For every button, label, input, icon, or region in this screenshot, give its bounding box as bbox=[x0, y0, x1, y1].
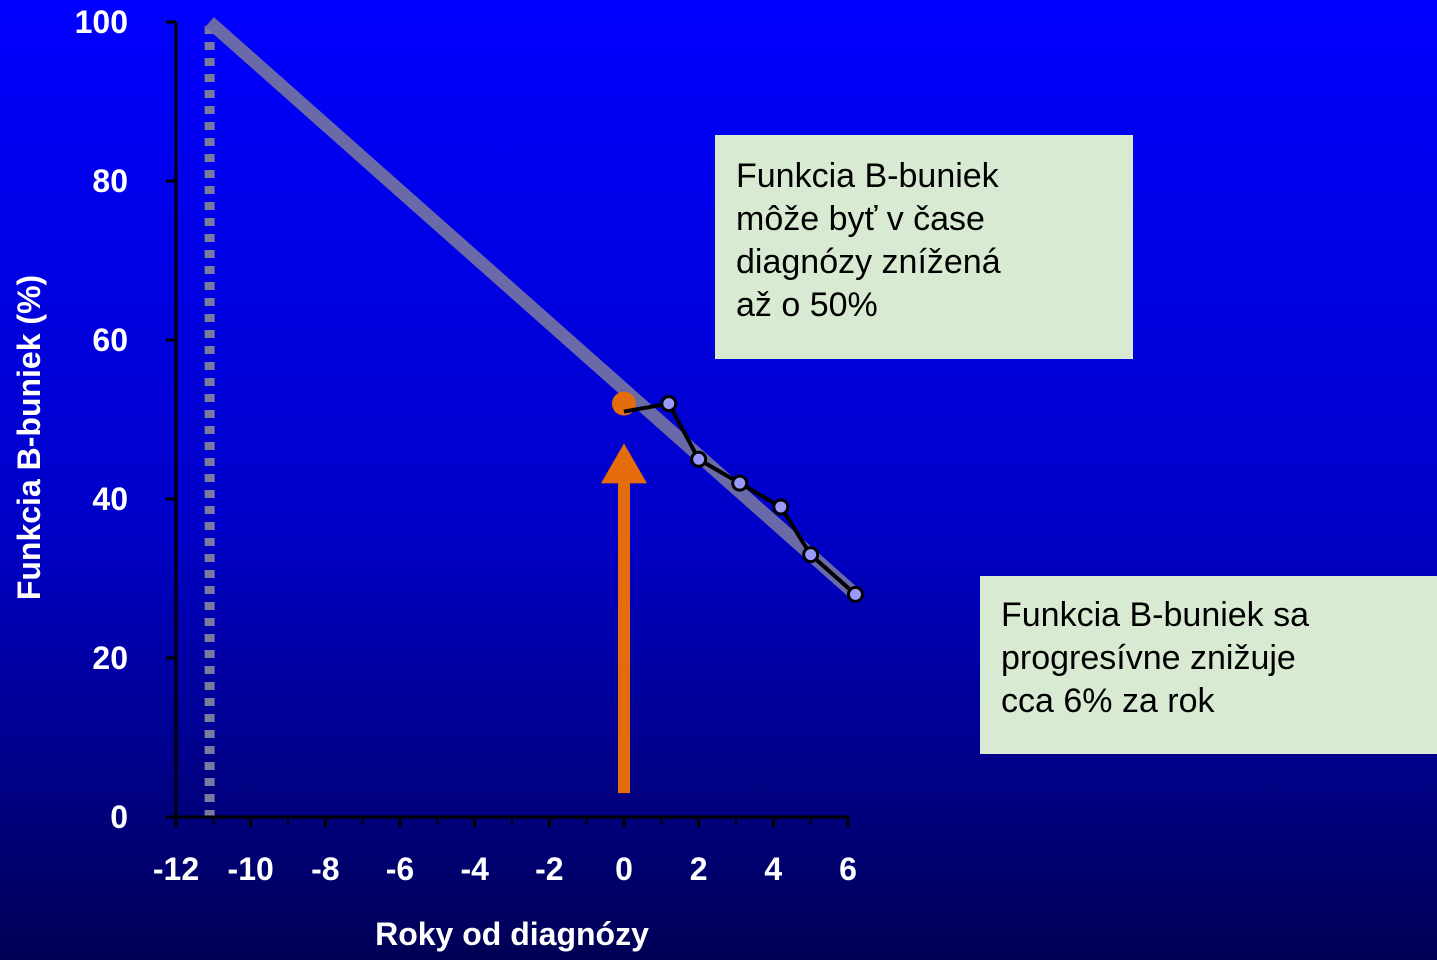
diagnosis-arrow-shaft bbox=[618, 481, 630, 794]
y-tick-label: 80 bbox=[92, 163, 128, 199]
y-tick-label: 60 bbox=[92, 322, 128, 358]
x-tick-label: 6 bbox=[839, 851, 857, 887]
y-tick-label: 100 bbox=[75, 4, 128, 40]
x-tick-label: -10 bbox=[228, 851, 274, 887]
observed-point bbox=[660, 395, 678, 413]
annotation-line: až o 50% bbox=[736, 286, 878, 324]
observed-point bbox=[802, 546, 820, 564]
x-tick-label: -6 bbox=[386, 851, 414, 887]
annotation-line: cca 6% za rok bbox=[1001, 682, 1215, 720]
x-axis-ticks: -12 -10 -8 -6 -4 -2 0 2 4 6 bbox=[153, 817, 857, 887]
annotation-box-progressive-decline: Funkcia B-buniek sa progresívne znižuje … bbox=[980, 576, 1437, 754]
y-tick-label: 0 bbox=[110, 799, 128, 835]
y-axis-ticks: 0 20 40 60 80 100 bbox=[75, 4, 176, 835]
series-layer bbox=[205, 17, 864, 603]
x-tick-label: 0 bbox=[615, 851, 633, 887]
trend-line bbox=[205, 17, 860, 600]
x-tick-label: -8 bbox=[311, 851, 339, 887]
annotation-line: Funkcia B-buniek sa bbox=[1001, 596, 1310, 634]
x-tick-label: -12 bbox=[153, 851, 199, 887]
observed-point bbox=[731, 474, 749, 492]
annotation-line: Funkcia B-buniek bbox=[736, 157, 999, 195]
annotation-line: môže byť v čase bbox=[736, 200, 985, 238]
y-axis-title: Funkcia B-buniek (%) bbox=[11, 275, 47, 600]
x-tick-label: -4 bbox=[460, 851, 489, 887]
annotation-box-initial-decline: Funkcia B-buniek môže byť v čase diagnóz… bbox=[715, 135, 1133, 359]
annotation-line: diagnózy znížená bbox=[736, 243, 1001, 281]
x-tick-label: 2 bbox=[690, 851, 708, 887]
observed-point bbox=[690, 450, 708, 468]
diagnosis-arrow-head bbox=[601, 443, 647, 484]
x-tick-label: 4 bbox=[764, 851, 782, 887]
x-axis-title: Roky od diagnózy bbox=[375, 916, 649, 952]
diagnosis-arrow-layer bbox=[601, 443, 647, 794]
y-tick-label: 40 bbox=[92, 481, 128, 517]
x-tick-label: -2 bbox=[535, 851, 563, 887]
annotation-line: progresívne znižuje bbox=[1001, 639, 1296, 677]
observed-point bbox=[772, 498, 790, 516]
y-tick-label: 20 bbox=[92, 640, 128, 676]
observed-point bbox=[846, 585, 864, 603]
